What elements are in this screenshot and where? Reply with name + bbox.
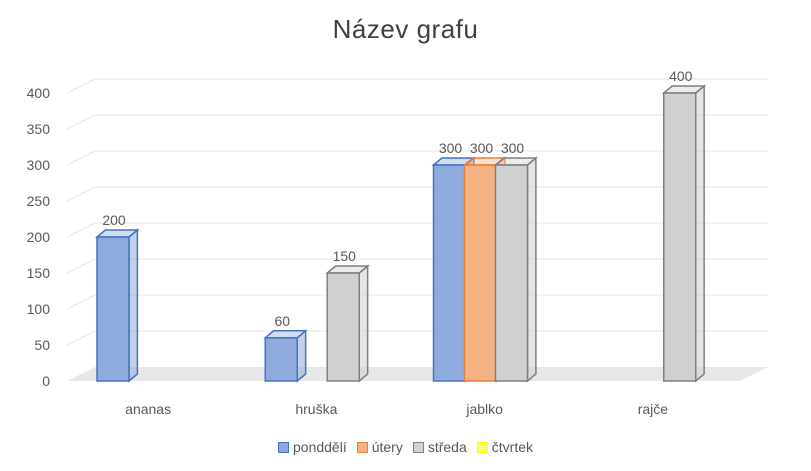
bar xyxy=(263,329,308,383)
bar-side xyxy=(128,228,139,383)
bar-side xyxy=(695,84,705,383)
legend-swatch xyxy=(278,441,289,453)
bar-front xyxy=(663,92,697,382)
gridline-side xyxy=(66,294,96,310)
bar-front xyxy=(96,236,130,382)
y-tick-label: 350 xyxy=(27,121,51,137)
bar-front xyxy=(494,164,529,382)
y-tick-label: 300 xyxy=(27,157,51,173)
data-label: 300 xyxy=(501,140,525,156)
floor xyxy=(67,367,768,381)
bar xyxy=(325,264,370,383)
y-tick-label: 150 xyxy=(27,265,51,281)
data-label: 300 xyxy=(439,140,463,156)
data-label: 200 xyxy=(102,212,126,228)
bar-front xyxy=(432,164,467,382)
legend-swatch xyxy=(356,441,368,453)
data-label: 150 xyxy=(333,248,357,264)
x-tick-label: hruška xyxy=(295,401,337,417)
y-tick-label: 400 xyxy=(27,85,51,101)
x-tick-label: ananas xyxy=(125,401,171,417)
gridline-side xyxy=(66,186,96,202)
gridline-side xyxy=(66,114,96,130)
legend-label: čtvrtek xyxy=(491,439,533,455)
legend-swatch xyxy=(476,441,488,453)
legend: ponddělí útery středa čtvrtek xyxy=(0,439,811,456)
chart-title: Název grafu xyxy=(332,14,479,44)
gridline-side xyxy=(66,330,96,346)
gridline-side xyxy=(66,150,96,166)
legend-label: středa xyxy=(427,439,467,455)
gridline-side xyxy=(66,258,96,274)
bar xyxy=(94,228,140,383)
legend-item: středa xyxy=(412,439,467,455)
x-tick-label: jablko xyxy=(465,401,503,417)
x-tick-label: rajče xyxy=(638,401,669,417)
legend-label: ponddělí xyxy=(293,439,347,455)
bar xyxy=(493,156,538,383)
bar-side xyxy=(296,329,307,383)
y-tick-label: 0 xyxy=(42,373,50,389)
y-tick-label: 200 xyxy=(27,229,51,245)
bar-top xyxy=(94,229,140,238)
y-tick-label: 250 xyxy=(27,193,51,209)
bar-side xyxy=(358,264,369,383)
legend-item: ponddělí xyxy=(278,439,347,455)
bar-top xyxy=(263,330,308,339)
bar-front xyxy=(264,337,298,382)
legend-item: útery xyxy=(356,439,403,455)
y-tick-label: 50 xyxy=(34,337,50,353)
bar-side xyxy=(526,156,537,383)
gridline-side xyxy=(66,78,96,94)
bar-top xyxy=(493,157,538,166)
bar-top xyxy=(661,85,707,94)
bar-top xyxy=(325,265,370,274)
data-label: 60 xyxy=(274,313,290,329)
legend-label: útery xyxy=(371,439,403,455)
data-label: 400 xyxy=(669,68,693,84)
y-tick-label: 100 xyxy=(27,301,51,317)
gridline-side xyxy=(66,222,96,238)
legend-swatch xyxy=(412,441,424,453)
data-label: 300 xyxy=(470,140,494,156)
bar xyxy=(661,84,707,383)
bar-front xyxy=(463,164,498,382)
legend-item: čtvrtek xyxy=(476,439,533,455)
bar-front xyxy=(326,272,360,382)
